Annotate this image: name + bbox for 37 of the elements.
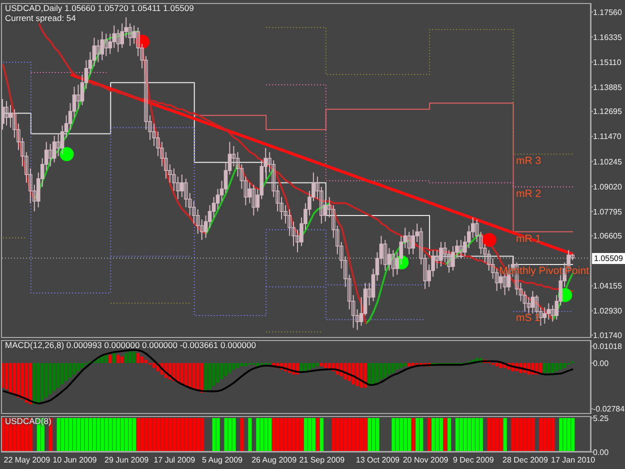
y-tick-label: 0.01018 — [593, 342, 622, 352]
y-tick-label: 1.01740 — [593, 330, 622, 340]
y-tick-label: -0.02784 — [593, 404, 625, 414]
y-tick-label: 1.09020 — [593, 182, 622, 192]
annotation: mS 1 — [516, 312, 541, 324]
y-tick-label: 1.15110 — [593, 58, 622, 67]
x-tick-label: 13 Oct 2009 — [356, 456, 400, 465]
x-tick-label: 26 Aug 2009 — [252, 456, 298, 465]
annotation: mR 3 — [516, 155, 542, 168]
x-tick-label: 22 May 2009 — [4, 456, 51, 465]
y-tick-label: 0.00 — [593, 448, 610, 457]
x-tick-label: 28 Dec 2009 — [502, 456, 548, 465]
x-tick-label: 5 Aug 2009 — [202, 456, 244, 465]
y-tick-label: 1.16335 — [593, 32, 622, 42]
y-tick-label: 5.25 — [593, 414, 610, 423]
x-tick-label: 17 Jul 2009 — [154, 456, 196, 465]
annotation: mR 2 — [516, 188, 542, 200]
text: Current spread: 54 — [5, 13, 76, 23]
y-tick-label: 1.12695 — [593, 107, 622, 116]
chart-title: MACD(12,26,8) 0.000993 0.000000 0.000000 -0.003661 0.000000 — [5, 340, 256, 350]
y-tick-label: 1.07795 — [593, 207, 622, 216]
y-tick-label: 1.10245 — [593, 157, 622, 166]
x-tick-label: 9 Dec 2009 — [452, 456, 494, 465]
y-tick-label: 1.11470 — [593, 132, 622, 142]
x-tick-label: 21 Sep 2009 — [299, 456, 346, 465]
x-tick-label: 20 Nov 2009 — [402, 456, 449, 465]
y-tick-label: 1.13885 — [593, 82, 622, 92]
x-tick-label: 10 Jun 2009 — [52, 456, 98, 465]
y-tick-label: 1.02930 — [593, 306, 622, 316]
x-tick-label: 17 Jan 2010 — [551, 456, 596, 465]
y-tick-label: 1.17560 — [593, 8, 622, 17]
y-tick-label: 0.00 — [593, 358, 610, 368]
ref-line-label: 1.05509 — [594, 254, 623, 263]
y-tick-label: 1.04155 — [593, 282, 622, 291]
x-tick-label: 29 Jun 2009 — [104, 456, 150, 465]
y-tick-label: 1.06605 — [593, 232, 622, 241]
chart-title: USDCAD,Daily 1.05660 1.05720 1.05411 1.05509 — [5, 3, 194, 13]
